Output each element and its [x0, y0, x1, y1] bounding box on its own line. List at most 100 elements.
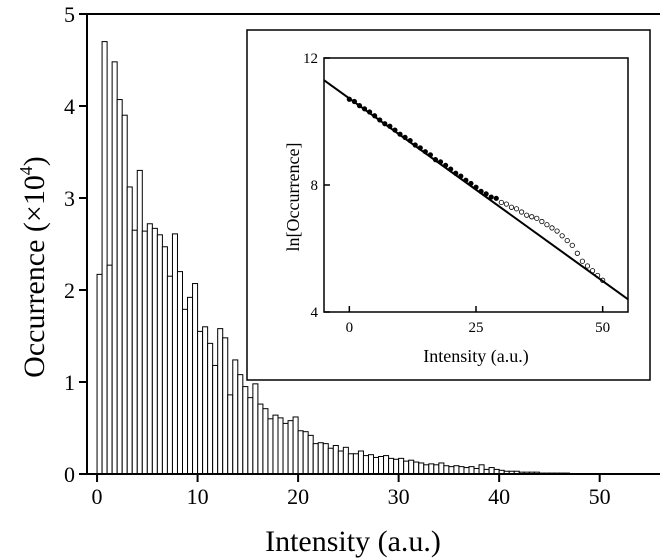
inset-data-point — [574, 250, 580, 256]
histogram-bar — [357, 450, 364, 475]
inset-background — [246, 29, 651, 381]
histogram-bar — [267, 418, 274, 475]
main-y-tick-label: 4 — [64, 94, 75, 119]
histogram-bar — [378, 456, 385, 475]
histogram-bar — [337, 450, 344, 475]
histogram-bar — [146, 223, 153, 475]
inset-data-point — [524, 212, 530, 218]
histogram-bar — [453, 465, 460, 475]
inset-data-point — [503, 201, 509, 207]
histogram-bar — [302, 431, 309, 475]
histogram-bar — [393, 458, 400, 475]
histogram-bar — [362, 455, 369, 475]
histogram-bar — [111, 61, 118, 475]
histogram-bar — [292, 416, 299, 475]
histogram-bar — [458, 466, 465, 475]
histogram-bar — [448, 466, 455, 475]
inset-data-point — [569, 242, 575, 248]
inset-data-point — [584, 263, 591, 269]
histogram-bar — [182, 308, 189, 475]
inset-data-point — [544, 222, 550, 228]
histogram-bar — [156, 234, 163, 475]
histogram-bar — [332, 444, 339, 475]
histogram-bar — [312, 443, 319, 475]
histogram-bar — [257, 403, 264, 475]
histogram-bar — [347, 453, 354, 475]
inset-data-point — [498, 199, 504, 206]
main-y-tick-label: 5 — [64, 2, 75, 27]
main-y-tick-label: 0 — [64, 462, 75, 487]
histogram-bar — [131, 229, 138, 475]
inset-data-point — [559, 233, 565, 239]
inset-fit-line — [323, 79, 629, 301]
histogram-bar — [423, 464, 430, 475]
histogram-bar — [121, 114, 128, 475]
inset-y-tick-label: 8 — [311, 178, 319, 194]
histogram-bar — [418, 462, 425, 475]
histogram-bar — [126, 186, 133, 475]
histogram-bar — [262, 408, 269, 475]
inset-data-point — [488, 194, 494, 200]
main-y-tick-label: 3 — [64, 186, 75, 211]
histogram-bar — [106, 264, 113, 475]
histogram-bar — [192, 283, 199, 475]
histogram-bar — [327, 447, 334, 475]
main-y-tick-label: 2 — [64, 278, 75, 303]
histogram-bar — [367, 454, 375, 475]
inset-data-point — [529, 214, 535, 220]
histogram-bar — [428, 463, 435, 475]
histogram-bar — [342, 446, 349, 475]
inset-data-point — [508, 204, 515, 210]
inset-ln-plot: 0 25 50 4 8 12 Intensity (a.u.) ln[Occurrence… — [246, 29, 651, 381]
inset-x-tick-label: 50 — [595, 320, 610, 336]
histogram-bar — [136, 169, 143, 475]
inset-data-point — [539, 218, 545, 225]
histogram-bar — [433, 464, 440, 475]
histogram-bar — [166, 275, 173, 475]
histogram-bar — [307, 434, 314, 475]
inset-y-axis-label: ln[Occurrence] — [283, 143, 303, 252]
inset-data-point — [554, 228, 560, 234]
histogram-bar — [242, 386, 249, 475]
histogram-bar — [141, 230, 148, 475]
histogram-bar — [373, 456, 380, 475]
histogram-bar — [202, 326, 209, 475]
histogram-bar — [187, 296, 194, 475]
main-y-axis-label-close: ) — [18, 156, 51, 166]
inset-fit-line-segment — [323, 79, 629, 301]
histogram-bar — [297, 430, 304, 475]
histogram-bar — [352, 453, 359, 475]
histogram-bar — [176, 271, 183, 475]
main-axes — [86, 13, 660, 475]
inset-x-axis-label: Intensity (a.u.) — [423, 346, 528, 367]
histogram-bar — [398, 457, 405, 475]
inset-x-tick-label: 0 — [346, 320, 354, 336]
histogram-bar — [232, 359, 239, 475]
histogram-bar — [217, 328, 224, 475]
histogram-bar — [272, 414, 279, 475]
histogram-bar — [212, 364, 219, 475]
histogram-bar — [252, 383, 259, 475]
histogram-bar — [277, 417, 284, 475]
histogram-bar — [438, 462, 445, 475]
histogram-bar — [408, 459, 415, 475]
histogram-bar — [322, 443, 329, 475]
histogram-bar — [413, 461, 420, 475]
inset-data-point — [549, 225, 555, 231]
main-y-tick-label: 1 — [64, 370, 75, 395]
main-x-tick-label: 50 — [589, 484, 611, 509]
histogram-bar — [403, 460, 410, 475]
main-x-tick-label: 10 — [187, 484, 209, 509]
histogram-bar — [227, 394, 234, 475]
histogram-bar — [116, 99, 123, 475]
histogram-bar — [197, 330, 204, 475]
main-y-axis-label-text: Occurrence (×10 — [18, 175, 51, 378]
main-histogram-bars — [96, 41, 571, 475]
histogram-bar — [222, 337, 229, 475]
inset-data-point — [579, 258, 586, 264]
main-x-tick-label: 30 — [388, 484, 410, 509]
inset-data-point — [564, 237, 570, 244]
histogram-bar — [171, 233, 178, 475]
inset-data-point — [518, 209, 525, 215]
